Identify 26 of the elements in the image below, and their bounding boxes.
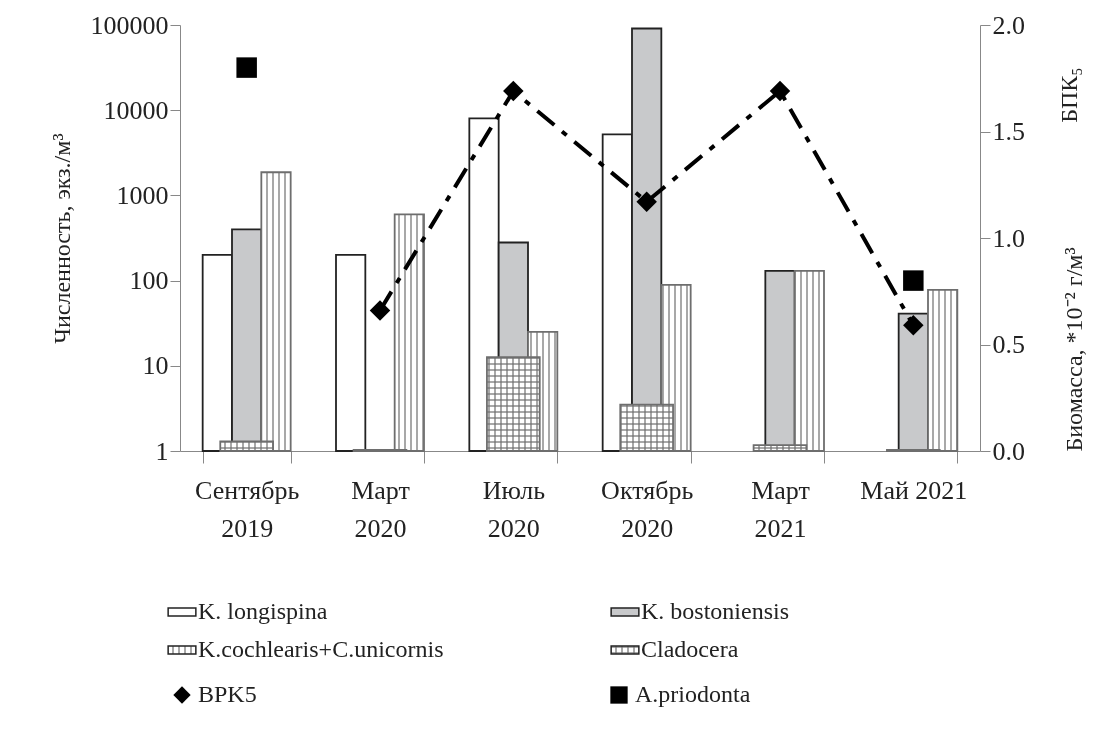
legend-label: K. longispina [198, 598, 328, 624]
legend-label: K.cochlearis+C.unicornis [198, 636, 444, 662]
legend-label: Cladocera [641, 636, 739, 662]
x-tick-label: Июль 2020 [482, 475, 546, 543]
y2-tick-label: 0.5 [992, 330, 1025, 359]
x-tick-label: Май 2021 [860, 475, 968, 505]
y-tick-label: 100000 [90, 10, 169, 40]
x-tick-label: Март 2020 [351, 475, 410, 543]
y2-axis-title: Биомасса, *10⁻² г/м³ [1061, 247, 1087, 452]
y2-tick-label: 2.0 [992, 10, 1025, 40]
legend-label: K. bostoniensis [641, 598, 790, 624]
y-tick-label: 1000 [116, 180, 169, 210]
legend-label: A.priodonta [635, 681, 751, 707]
y2-tick-label: 1.0 [992, 223, 1025, 253]
x-tick-label: Октябрь 2020 [601, 475, 694, 543]
y-tick-label: 10 [142, 351, 169, 381]
y2-tick-label: 1.5 [992, 117, 1025, 146]
text: БПК₅ [1056, 67, 1082, 123]
y-axis-title: Численность, экз./м³ [48, 133, 75, 344]
y-tick-label: 1 [155, 436, 169, 466]
x-tick-label: Сентябрь 2019 [195, 475, 300, 543]
x-tick-label: Март 2021 [751, 475, 810, 543]
y2-tick-label: 0.0 [992, 436, 1025, 466]
y-tick-label: 10000 [103, 95, 169, 125]
legend-label: BPK5 [198, 681, 257, 707]
y-tick-label: 100 [129, 266, 169, 296]
